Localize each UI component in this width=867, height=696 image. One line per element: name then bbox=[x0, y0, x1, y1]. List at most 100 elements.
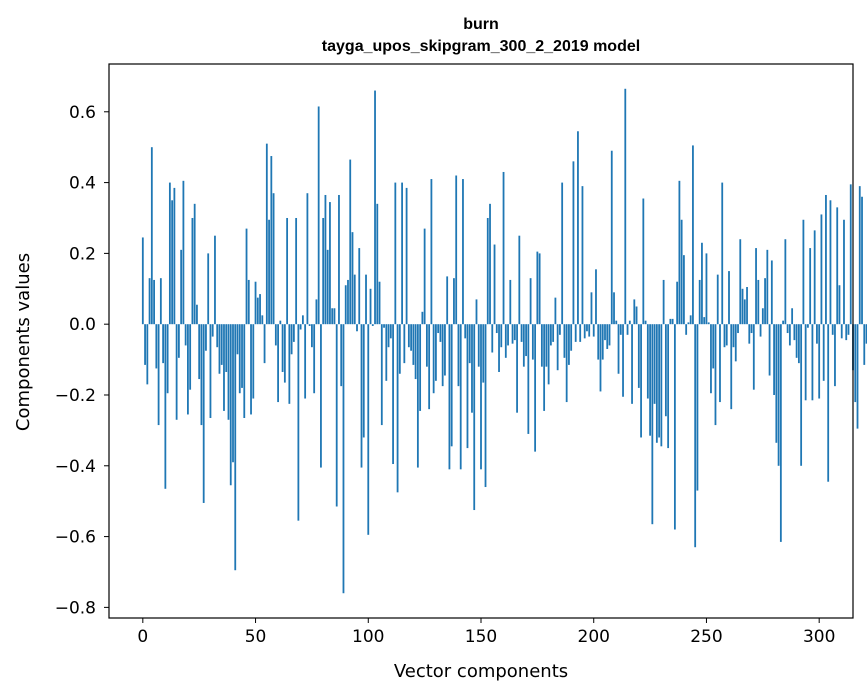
bar-103 bbox=[374, 90, 376, 325]
bar-24 bbox=[196, 304, 198, 325]
bar-193 bbox=[577, 131, 579, 325]
bar-8 bbox=[159, 278, 162, 325]
bar-130 bbox=[435, 324, 437, 381]
bar-46 bbox=[245, 228, 248, 325]
bar-196 bbox=[583, 324, 586, 339]
bar-285 bbox=[784, 239, 787, 325]
bar-287 bbox=[788, 324, 791, 346]
bar-81 bbox=[324, 194, 327, 325]
bar-127 bbox=[428, 324, 431, 410]
bar-320 bbox=[863, 324, 866, 365]
bar-4 bbox=[150, 147, 153, 325]
bar-40 bbox=[232, 324, 234, 463]
y-tick-label: −0.2 bbox=[55, 386, 96, 406]
bar-258 bbox=[723, 324, 726, 348]
bar-188 bbox=[565, 324, 568, 403]
bar-197 bbox=[586, 324, 588, 332]
bar-42 bbox=[236, 324, 239, 355]
bar-312 bbox=[845, 324, 848, 341]
bar-184 bbox=[556, 324, 559, 371]
bar-157 bbox=[495, 324, 498, 334]
bar-199 bbox=[590, 292, 593, 325]
bar-80 bbox=[322, 217, 325, 325]
bar-38 bbox=[227, 324, 230, 420]
bar-171 bbox=[527, 324, 530, 434]
bar-93 bbox=[351, 232, 354, 325]
bar-269 bbox=[748, 324, 751, 344]
bar-244 bbox=[692, 145, 694, 325]
bar-230 bbox=[660, 324, 663, 447]
bar-182 bbox=[552, 324, 555, 342]
bar-232 bbox=[664, 324, 667, 417]
bar-63 bbox=[283, 324, 286, 383]
bar-179 bbox=[545, 324, 548, 367]
bar-36 bbox=[223, 324, 225, 411]
bar-135 bbox=[446, 276, 449, 325]
bar-139 bbox=[455, 175, 458, 325]
bar-149 bbox=[477, 324, 480, 367]
bar-85 bbox=[333, 308, 336, 325]
bar-247 bbox=[698, 279, 701, 325]
bar-206 bbox=[606, 324, 609, 349]
bar-239 bbox=[680, 219, 683, 325]
bar-45 bbox=[243, 324, 246, 418]
bar-305 bbox=[829, 200, 832, 325]
bar-152 bbox=[484, 324, 487, 488]
bar-102 bbox=[371, 324, 374, 326]
x-axis-label: Vector components bbox=[394, 661, 568, 682]
bar-92 bbox=[349, 159, 352, 325]
bar-278 bbox=[768, 324, 771, 376]
bar-223 bbox=[644, 320, 647, 325]
bar-256 bbox=[719, 324, 721, 403]
y-axis-label: Components values bbox=[13, 253, 34, 431]
bar-94 bbox=[353, 274, 356, 325]
bar-121 bbox=[414, 324, 417, 380]
bar-144 bbox=[466, 324, 469, 449]
bar-33 bbox=[216, 324, 219, 348]
bar-267 bbox=[743, 299, 746, 325]
bar-180 bbox=[547, 324, 550, 385]
bar-47 bbox=[247, 279, 250, 325]
bar-218 bbox=[633, 299, 636, 325]
bar-259 bbox=[725, 324, 728, 346]
bar-75 bbox=[311, 324, 313, 348]
bar-119 bbox=[410, 324, 413, 351]
bar-87 bbox=[338, 194, 340, 325]
bar-173 bbox=[531, 324, 534, 360]
bar-250 bbox=[705, 253, 708, 325]
bar-161 bbox=[504, 324, 507, 358]
bar-136 bbox=[448, 324, 451, 470]
y-tick-label: −0.8 bbox=[55, 598, 96, 618]
bars-group bbox=[141, 88, 867, 594]
bar-253 bbox=[712, 324, 715, 369]
bar-216 bbox=[628, 320, 631, 325]
bar-255 bbox=[716, 274, 719, 325]
bar-286 bbox=[786, 324, 789, 334]
bar-28 bbox=[205, 324, 207, 351]
bar-208 bbox=[610, 150, 613, 325]
bar-20 bbox=[187, 324, 189, 415]
bar-221 bbox=[640, 324, 642, 438]
bar-317 bbox=[856, 324, 859, 429]
bar-316 bbox=[854, 324, 857, 403]
bar-60 bbox=[277, 324, 279, 403]
x-axis-ticks: 0 50 100 150 200 250 300 bbox=[137, 618, 835, 647]
bar-292 bbox=[800, 324, 803, 466]
bar-134 bbox=[444, 324, 446, 376]
bar-23 bbox=[193, 203, 196, 325]
bar-131 bbox=[437, 324, 440, 334]
bar-290 bbox=[795, 324, 798, 358]
bar-172 bbox=[529, 278, 532, 325]
bar-14 bbox=[173, 187, 176, 325]
bar-151 bbox=[482, 324, 485, 383]
bar-25 bbox=[198, 324, 201, 380]
bar-254 bbox=[714, 324, 717, 426]
bar-246 bbox=[696, 324, 699, 491]
bar-280 bbox=[773, 324, 775, 395]
bar-50 bbox=[254, 281, 257, 325]
bar-284 bbox=[782, 320, 785, 325]
bar-229 bbox=[658, 324, 661, 438]
bar-34 bbox=[218, 324, 221, 374]
bar-185 bbox=[559, 324, 561, 335]
bar-248 bbox=[701, 242, 703, 325]
